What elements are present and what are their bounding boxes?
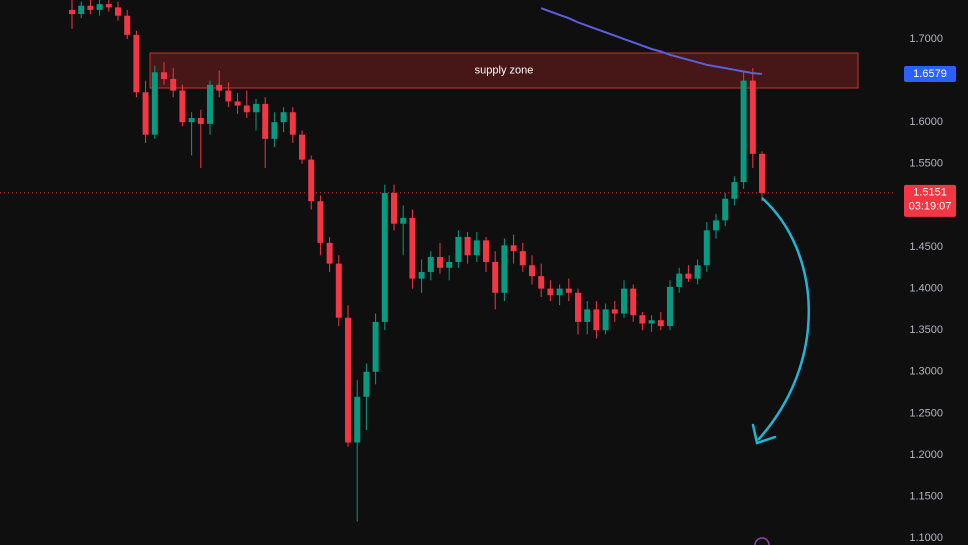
candle-body: [87, 5, 94, 10]
candle-body: [345, 317, 351, 443]
candle-body: [225, 90, 232, 102]
price-badge: [904, 66, 956, 83]
candle-body: [437, 256, 443, 268]
candle-body: [354, 396, 361, 443]
candle-body: [703, 230, 710, 266]
candle-body: [547, 288, 554, 296]
candle-body: [381, 192, 388, 322]
candle-body: [216, 84, 223, 91]
y-tick-label: 1.2500: [909, 407, 943, 419]
candle-body: [124, 15, 131, 35]
candle-body: [151, 72, 158, 135]
candle-body: [722, 198, 729, 221]
y-tick-label: 1.7000: [909, 33, 943, 45]
candle-body: [418, 271, 425, 279]
candle-body: [262, 103, 269, 139]
candle-body: [731, 182, 738, 199]
candle-body: [335, 263, 342, 318]
countdown: 03:19:07: [909, 201, 952, 213]
candle-body: [179, 90, 186, 123]
candle-body: [78, 5, 85, 15]
y-tick-label: 1.3500: [909, 324, 943, 336]
candle-body: [69, 9, 75, 15]
candle-body: [657, 320, 664, 327]
price-badge-label: 1.6579: [913, 68, 947, 80]
candle-body: [759, 153, 765, 193]
candle-body: [648, 320, 655, 324]
price-badge: [904, 184, 956, 217]
candle-body: [538, 276, 545, 289]
candle-body: [492, 261, 499, 293]
candle-body: [363, 371, 370, 397]
candle-body: [271, 122, 278, 139]
candle-body: [372, 321, 379, 372]
candle-body: [115, 7, 121, 16]
candle-body: [685, 273, 692, 279]
candle-body: [749, 80, 756, 154]
candle-body: [639, 315, 646, 324]
y-tick-label: 1.2000: [909, 449, 943, 461]
candle-body: [455, 237, 462, 262]
candle-body: [391, 192, 397, 224]
candle-body: [446, 261, 453, 268]
candle-body: [409, 217, 416, 279]
candle-body: [326, 242, 333, 264]
candle-body: [207, 84, 213, 124]
candle-body: [556, 288, 563, 296]
candle-body: [280, 112, 287, 123]
candle-body: [317, 201, 324, 243]
candle-body: [308, 159, 315, 202]
candle-body: [170, 78, 177, 91]
candle-body: [501, 245, 508, 293]
candle-body: [133, 34, 140, 93]
candle-body: [289, 112, 296, 135]
y-tick-label: 1.4000: [909, 283, 943, 295]
icon[interactable]: [754, 537, 770, 545]
candle-body: [188, 118, 195, 123]
candle-body: [529, 265, 535, 277]
candle-body: [667, 286, 673, 327]
y-tick-label: 1.6000: [909, 116, 943, 128]
candle-body: [96, 4, 103, 10]
candle-body: [694, 265, 701, 279]
candle-body: [510, 245, 517, 252]
candle-body: [611, 309, 618, 314]
candle-body: [483, 240, 489, 262]
candle-body: [299, 134, 305, 160]
candle-body: [621, 288, 627, 314]
candle-body: [519, 251, 526, 266]
candle-body: [161, 72, 167, 79]
candle-body: [464, 237, 471, 256]
candle-body: [593, 309, 600, 331]
zone-label: supply zone: [475, 64, 534, 76]
candle-body: [105, 4, 112, 8]
price-badge-label: 1.5151: [913, 187, 947, 199]
candle-body: [602, 309, 609, 331]
candle-body: [584, 309, 591, 322]
candle-body: [713, 220, 719, 231]
arrow: [757, 197, 810, 441]
arrow-head: [751, 423, 777, 445]
y-tick-label: 1.5500: [909, 158, 943, 170]
candle-body: [253, 103, 259, 113]
candle-body: [142, 92, 149, 135]
candle-body: [676, 273, 683, 287]
candle-body: [427, 256, 434, 272]
candle-body: [243, 105, 250, 113]
candle-body: [197, 118, 204, 124]
moving-average: [540, 7, 763, 76]
y-tick-label: 1.1000: [909, 532, 943, 544]
candle-body: [575, 292, 581, 322]
candle-body: [234, 101, 241, 106]
candle-body: [565, 288, 572, 293]
candle-body: [740, 80, 747, 183]
y-tick-label: 1.4500: [909, 241, 943, 253]
candle-body: [630, 288, 637, 316]
y-tick-label: 1.1500: [909, 490, 943, 502]
candle-body: [400, 217, 407, 224]
candle-body: [473, 240, 480, 256]
y-tick-label: 1.3000: [909, 366, 943, 378]
